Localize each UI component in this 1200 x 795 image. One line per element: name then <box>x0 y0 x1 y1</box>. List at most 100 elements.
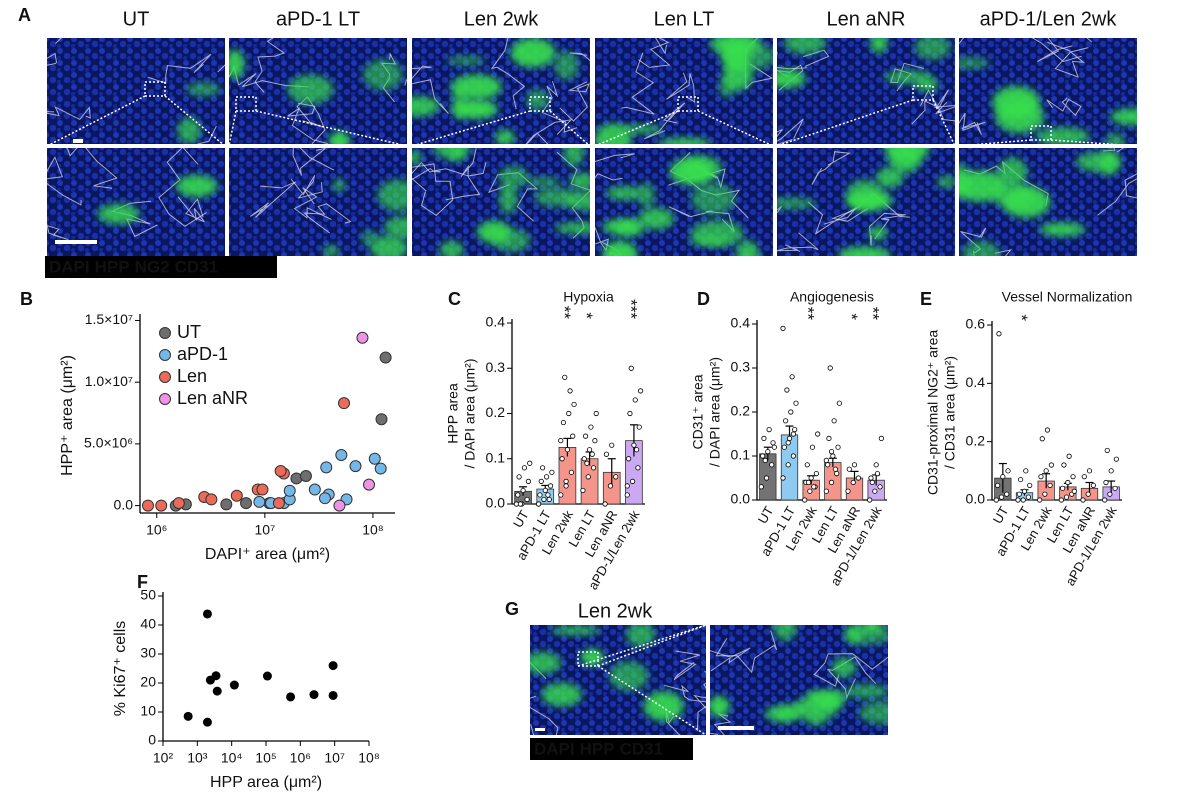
zoom-line <box>958 139 1032 147</box>
y-axis-label: / CD31 area (μm²) <box>942 356 958 469</box>
data-point <box>1065 479 1071 486</box>
data-point <box>202 717 212 727</box>
zoom-box <box>677 96 699 112</box>
hpp-signal <box>370 235 407 256</box>
legend-marker <box>159 327 171 339</box>
data-point <box>593 410 599 417</box>
data-point <box>850 479 856 485</box>
y-tick-label: 0 <box>148 732 156 748</box>
micrograph <box>595 38 773 144</box>
legend-label: Len <box>177 366 207 386</box>
data-point <box>1112 485 1118 491</box>
vessel <box>811 151 852 185</box>
zoom-line <box>597 624 707 667</box>
hpp-signal <box>806 690 848 704</box>
hpp-signal <box>412 96 440 117</box>
hpp-signal <box>446 56 486 65</box>
data-point <box>584 460 590 466</box>
data-point <box>1060 485 1066 491</box>
hpp-signal <box>876 167 904 188</box>
y-tick-label: 30 <box>140 645 156 661</box>
chart-title: Hypoxia <box>563 289 614 305</box>
hpp-signal <box>846 190 893 211</box>
data-point <box>828 479 835 485</box>
data-point <box>832 466 839 472</box>
hpp-signal <box>564 191 590 211</box>
y-axis-label: / DAPI area (μm²) <box>462 359 478 469</box>
data-point <box>1108 468 1114 474</box>
legend-label: Len aNR <box>177 388 248 408</box>
data-point <box>1039 436 1045 442</box>
stain-legend-bg <box>45 256 277 278</box>
data-point <box>851 462 858 468</box>
data-point <box>349 460 362 473</box>
y-tick-label: 0.4 <box>731 315 751 331</box>
data-point <box>205 493 218 506</box>
data-point <box>592 438 598 444</box>
zoom-box <box>912 85 934 101</box>
data-point <box>527 460 533 466</box>
data-point <box>570 433 576 439</box>
y-tick-label: 0.0 <box>114 496 134 512</box>
data-point <box>1086 468 1093 474</box>
vessel <box>47 52 58 86</box>
vessel <box>1047 41 1089 78</box>
data-point <box>804 462 810 468</box>
zoom-line <box>697 110 774 147</box>
stain-label: HPP <box>580 739 615 758</box>
data-point <box>873 462 879 468</box>
data-point <box>1070 474 1076 480</box>
stain-label: CD31 <box>620 739 663 758</box>
significance: ** <box>864 307 883 321</box>
data-point <box>825 462 831 468</box>
vessel <box>412 161 487 192</box>
zoom-box <box>529 96 551 112</box>
x-tick-label: 10⁵ <box>255 750 276 766</box>
micrograph <box>47 38 225 144</box>
stain-label: NG2 <box>135 257 170 276</box>
y-tick-label: 0.1 <box>731 447 751 463</box>
data-point <box>1025 494 1032 500</box>
hpp-signal <box>377 179 407 212</box>
vessel <box>412 163 454 217</box>
data-point <box>836 400 842 406</box>
hpp-signal <box>884 148 930 162</box>
data-point <box>845 488 851 494</box>
data-point <box>637 388 644 394</box>
y-tick-label: 0.0 <box>731 491 751 507</box>
x-tick-label: UT <box>510 508 532 531</box>
data-point <box>558 492 564 498</box>
x-axis-label: DAPI⁺ area (μm²) <box>205 546 330 563</box>
legend-label: aPD-1 <box>177 344 228 364</box>
y-axis-label: / DAPI area (μm²) <box>707 357 723 467</box>
vessel <box>710 647 751 672</box>
data-point <box>299 469 312 482</box>
hpp-signal <box>580 648 604 666</box>
vessel <box>177 196 205 223</box>
stain-label: DAPI <box>534 739 575 758</box>
data-point <box>545 492 551 498</box>
hpp-signal <box>773 625 797 641</box>
chart-title: Angiogenesis <box>790 289 874 305</box>
data-point <box>562 374 568 380</box>
data-point <box>1090 482 1097 489</box>
vessel <box>959 112 986 135</box>
zoom-box <box>144 81 166 97</box>
data-point <box>272 497 285 510</box>
data-point <box>560 419 567 426</box>
hpp-signal <box>914 38 951 60</box>
zoom-line <box>932 99 956 147</box>
data-point <box>356 331 369 344</box>
significance: ** <box>799 307 818 321</box>
vessel <box>541 80 578 133</box>
vessel <box>47 156 82 206</box>
vessel <box>693 670 706 709</box>
vessel <box>292 148 335 176</box>
data-point <box>564 447 571 453</box>
hpp-signal <box>332 179 346 192</box>
data-point <box>253 495 266 508</box>
vessel <box>673 650 700 681</box>
data-point <box>877 484 883 490</box>
hpp-signal <box>868 226 887 240</box>
vessel <box>643 102 686 140</box>
